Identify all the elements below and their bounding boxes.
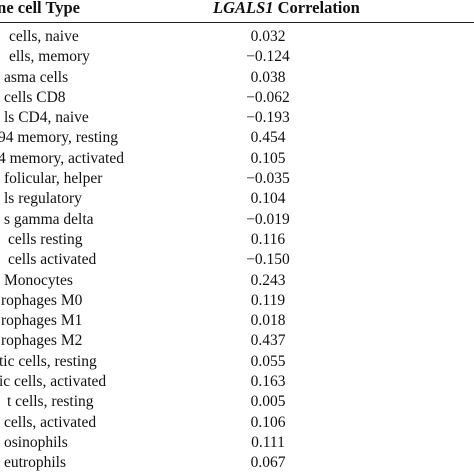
correlation-value: 0.032: [250, 28, 286, 45]
table-row: cells activated −0.150: [0, 250, 474, 270]
correlation-value: −0.124: [246, 48, 290, 66]
table-row: ells, memory −0.124: [0, 47, 474, 67]
correlation-value: −0.062: [246, 88, 290, 106]
cell-type-name: rophages M2: [1, 332, 83, 350]
table-row: eutrophils 0.067: [0, 453, 474, 473]
correlation-value: 0.067: [250, 454, 286, 472]
correlation-header: LGALS1 Correlation: [213, 0, 360, 18]
correlation-value: 0.163: [250, 373, 286, 391]
table-row: rophages M0 0.119: [0, 291, 474, 311]
cell-type-name: Monocytes: [4, 271, 73, 289]
table-row: 4 memory, activated 0.105: [0, 149, 474, 169]
cell-type-name: rophages M0: [1, 291, 83, 309]
correlation-value: −0.150: [246, 251, 290, 269]
correlation-value: 0.437: [250, 332, 286, 350]
table-header: une cell Type LGALS1 Correlation: [0, 0, 474, 22]
cell-type-name: cells, activated: [4, 413, 97, 431]
cell-type-name: ls CD4, naive: [4, 109, 89, 127]
correlation-value: 0.106: [250, 413, 286, 431]
cell-type-name: cells CD8: [4, 88, 66, 106]
correlation-value: 0.111: [251, 433, 285, 451]
cell-type-name: rophages M1: [1, 312, 83, 330]
table-row: s gamma delta −0.019: [0, 210, 474, 230]
table-row: Monocytes 0.243: [0, 271, 474, 291]
correlation-value: 0.105: [250, 149, 286, 167]
correlation-value: 0.119: [250, 291, 286, 309]
table-row: cells, naive 0.032: [0, 27, 474, 47]
table-row: osinophils 0.111: [0, 433, 474, 453]
cell-type-header: une cell Type: [0, 0, 80, 17]
table-row: asma cells 0.038: [0, 68, 474, 88]
correlation-value: −0.193: [246, 109, 290, 127]
table-row: ic cells, activated 0.163: [0, 372, 474, 392]
correlation-word: Correlation: [273, 0, 360, 17]
correlation-value: 0.038: [250, 68, 286, 86]
cell-type-name: asma cells: [4, 68, 69, 86]
table-row: tic cells, resting 0.055: [0, 352, 474, 372]
table-body: cells, naive 0.032 ells, memory −0.124 asma …: [0, 27, 474, 474]
cell-type-name: ic cells, activated: [0, 373, 107, 391]
correlation-value: −0.019: [246, 210, 290, 228]
cell-type-name: osinophils: [4, 433, 68, 451]
correlation-value: 0.005: [250, 393, 286, 411]
table-row: ls regulatory 0.104: [0, 189, 474, 209]
table-row: ls CD4, naive −0.193: [0, 108, 474, 128]
correlation-value: −0.035: [246, 170, 290, 188]
header-rule: [0, 22, 474, 23]
correlation-value: 0.104: [250, 190, 286, 208]
cell-type-name: ells, memory: [9, 48, 90, 66]
table-row: t cells, resting 0.005: [0, 392, 474, 412]
correlation-value: 0.243: [250, 271, 286, 289]
cell-type-name: t cells, resting: [7, 393, 94, 411]
gene-name: LGALS1: [213, 0, 274, 17]
cell-type-name: cells, naive: [9, 28, 79, 45]
table-row: rophages M1 0.018: [0, 311, 474, 331]
cell-type-name: cells resting: [8, 230, 83, 248]
correlation-value: 0.454: [250, 129, 286, 147]
correlation-value: 0.116: [250, 230, 286, 248]
table-row: cells, activated 0.106: [0, 413, 474, 433]
cell-type-name: folicular, helper: [4, 170, 103, 188]
cell-type-name: eutrophils: [4, 454, 66, 472]
table-row: 94 memory, resting 0.454: [0, 128, 474, 148]
correlation-value: 0.018: [250, 312, 286, 330]
cell-type-name: tic cells, resting: [0, 352, 97, 370]
table-row: cells resting 0.116: [0, 230, 474, 250]
cell-type-name: 4 memory, activated: [0, 149, 124, 167]
cell-type-name: cells activated: [8, 251, 97, 269]
table-row: cells CD8 −0.062: [0, 88, 474, 108]
table-row: folicular, helper −0.035: [0, 169, 474, 189]
cell-type-name: 94 memory, resting: [0, 129, 118, 147]
cell-type-name: s gamma delta: [4, 210, 94, 228]
table-row: rophages M2 0.437: [0, 331, 474, 351]
correlation-value: 0.055: [250, 352, 286, 370]
cell-type-name: ls regulatory: [4, 190, 82, 208]
